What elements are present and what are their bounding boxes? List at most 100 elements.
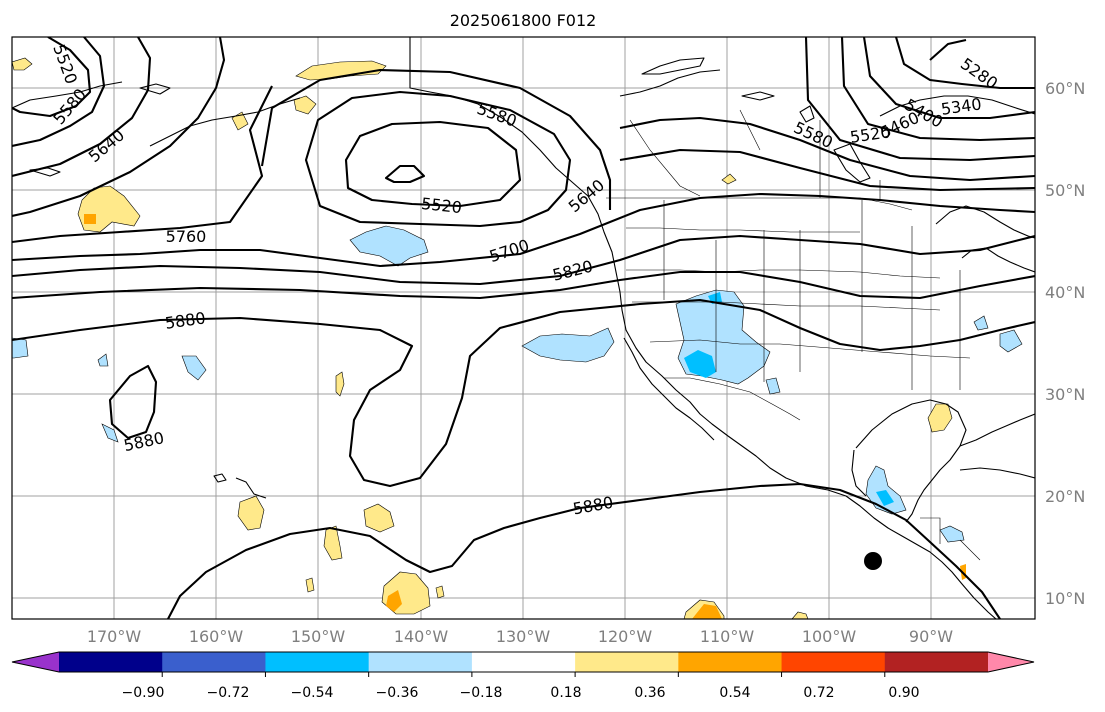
colorbar-extension-low — [12, 652, 59, 672]
lat-label: 30°N — [1045, 385, 1085, 404]
contour-5280-ne — [929, 38, 967, 61]
contour-5760 — [12, 234, 1035, 286]
colorbar-tick-label: 0.36 — [634, 685, 665, 701]
shade-mid-northwest-pacific — [84, 214, 96, 224]
shade-central-pacific-neg — [181, 355, 207, 381]
latitude-labels: 60°N 50°N 40°N 30°N 20°N 10°N — [1045, 79, 1085, 608]
contour-5460-ne — [840, 37, 1035, 142]
contour-label: 5520 — [420, 194, 462, 217]
longitude-labels: 170°W 160°W 150°W 140°W 130°W 120°W 110°… — [87, 627, 953, 646]
shade-mid-east-pacific — [692, 604, 722, 619]
lon-label: 100°W — [802, 627, 857, 646]
lat-label: 60°N — [1045, 79, 1085, 98]
lon-label: 170°W — [87, 627, 142, 646]
colorbar-extension-high — [988, 652, 1034, 672]
shade-east-pacific-small — [791, 611, 809, 619]
lon-label: 160°W — [189, 627, 244, 646]
lon-label: 130°W — [496, 627, 551, 646]
colorbar-outline — [11, 651, 1035, 673]
colorbar-tick-label: 0.54 — [719, 685, 750, 701]
colorbar-segment — [59, 652, 163, 672]
contour-5640-east — [619, 148, 1035, 192]
colorbar-segment — [368, 652, 473, 672]
coastline-hawaii-2 — [213, 473, 227, 483]
contour-5700 — [12, 192, 1035, 268]
map-panel: 5520 5580 5640 5520 5580 5760 5700 5820 … — [11, 36, 1036, 620]
coastline-baja — [623, 337, 715, 441]
contour-5520-west — [12, 37, 92, 118]
coastline-labrador — [879, 95, 1035, 117]
shade-west-edge — [12, 57, 33, 71]
lon-label: 120°W — [598, 627, 653, 646]
shade-mid-southwest-us — [684, 350, 716, 378]
contour-5460-low-center — [384, 164, 426, 184]
contour-label: 5760 — [166, 227, 207, 246]
map-title: 2025061800 F012 — [450, 11, 597, 30]
contour-5880-ring — [108, 364, 158, 440]
contour-5640-west — [12, 37, 152, 178]
storm-marker — [864, 552, 882, 570]
colorbar-tick-label: −0.72 — [207, 685, 250, 701]
coastline-cuba — [959, 467, 1035, 479]
shade-south-pacific-1 — [323, 525, 343, 561]
state-lines-2 — [626, 269, 941, 279]
shade-hawaii-east — [363, 503, 395, 533]
contour-5700-west — [12, 85, 273, 244]
colorbar-ticks — [161, 672, 886, 677]
shade-west-edge-2 — [12, 337, 29, 359]
coastline-gulf-west — [851, 449, 867, 497]
coastline-hawaii-1 — [235, 477, 267, 499]
lat-label: 20°N — [1045, 487, 1085, 506]
coastline-island-small — [741, 91, 775, 101]
lon-label: 90°W — [909, 627, 953, 646]
contour-5580-west — [12, 37, 106, 148]
colorbar-segment — [162, 652, 266, 672]
shade-mid-south-pacific — [386, 590, 402, 612]
shade-tiny-1 — [305, 577, 315, 593]
state-lines-3 — [632, 301, 941, 311]
contour-5820 — [12, 270, 1035, 300]
colorbar-segment — [471, 652, 576, 672]
shade-alaska-small — [293, 95, 317, 115]
colorbar-segments — [11, 651, 1035, 673]
coastline-island-north — [641, 57, 705, 75]
colorbar-segment — [575, 652, 679, 672]
contour-5400-ne — [862, 37, 1035, 120]
colorbar-segment — [265, 652, 370, 672]
contour-5580-ne — [619, 116, 1035, 182]
contour-5580-low — [304, 90, 572, 228]
colorbar-tick-label: 0.18 — [550, 685, 581, 701]
map-frame — [11, 36, 1036, 620]
colorbar-tick-label: −0.36 — [376, 685, 419, 701]
shade-offshore-california — [521, 327, 615, 363]
contour-5700-far-west — [12, 37, 226, 218]
shade-gulf-east — [927, 403, 953, 433]
state-lines-4 — [649, 339, 971, 359]
shade-central-pacific — [335, 371, 345, 397]
contour-5340-ne — [894, 37, 1035, 90]
colorbar-tick-label: −0.18 — [460, 685, 503, 701]
coastline-canada-north — [619, 69, 721, 97]
lon-label: 110°W — [700, 627, 755, 646]
lat-label: 50°N — [1045, 181, 1085, 200]
colorbar-segment — [884, 652, 989, 672]
shade-small-neg-2 — [101, 423, 119, 443]
shade-tiny-2 — [435, 585, 445, 599]
shade-mid-honduras — [876, 490, 894, 506]
colorbar-tick-label: −0.90 — [122, 685, 165, 701]
contour-5640-low — [260, 68, 612, 210]
shade-small-neg-1 — [97, 353, 109, 367]
coastline-florida-east — [959, 413, 1035, 447]
contour-5520-low — [344, 120, 522, 208]
canada-provinces — [629, 109, 881, 200]
political-boundaries — [606, 109, 981, 561]
state-lines-1 — [626, 227, 860, 233]
coastline-gulf-of-mexico — [855, 399, 967, 523]
lon-label: 150°W — [291, 627, 346, 646]
contour-5520-ne — [804, 37, 1035, 162]
shade-canada-small — [721, 173, 737, 185]
shade-hawaii-west — [237, 495, 265, 531]
central-america-borders — [920, 517, 981, 561]
coastline-great-lakes — [935, 205, 1035, 239]
